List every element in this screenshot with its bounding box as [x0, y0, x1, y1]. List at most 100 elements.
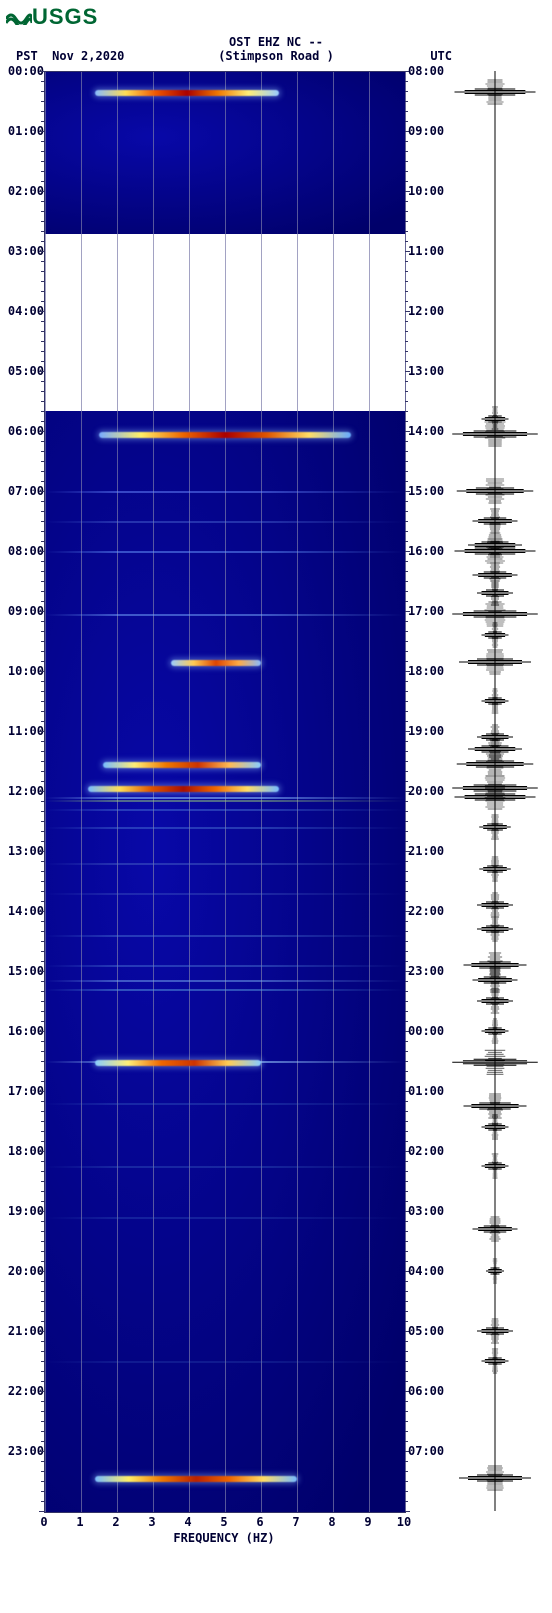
x-tick-label: 7 — [292, 1515, 299, 1529]
right-time-label: 15:00 — [408, 484, 452, 498]
left-time-label: 23:00 — [0, 1444, 44, 1458]
left-time-label: 00:00 — [0, 64, 44, 78]
left-time-label: 11:00 — [0, 724, 44, 738]
spectro-streak — [45, 809, 405, 811]
right-time-label: 20:00 — [408, 784, 452, 798]
header-right: UTC — [430, 49, 452, 63]
right-time-label: 05:00 — [408, 1324, 452, 1338]
left-time-label: 21:00 — [0, 1324, 44, 1338]
right-time-label: 06:00 — [408, 1384, 452, 1398]
left-time-label: 01:00 — [0, 124, 44, 138]
spectro-streak — [45, 1217, 405, 1219]
x-tick-label: 5 — [220, 1515, 227, 1529]
spectro-streak — [45, 893, 405, 895]
x-tick-label: 9 — [364, 1515, 371, 1529]
header-center: OST EHZ NC -- (Stimpson Road ) — [0, 35, 552, 63]
x-tick-label: 2 — [112, 1515, 119, 1529]
left-time-label: 07:00 — [0, 484, 44, 498]
left-time-label: 16:00 — [0, 1024, 44, 1038]
usgs-logo: USGS — [0, 0, 552, 31]
station-line1: OST EHZ NC -- — [229, 35, 323, 49]
right-time-label: 21:00 — [408, 844, 452, 858]
right-time-label: 23:00 — [408, 964, 452, 978]
spectro-event — [99, 432, 351, 438]
x-tick-label: 0 — [40, 1515, 47, 1529]
right-time-label: 02:00 — [408, 1144, 452, 1158]
right-time-label: 13:00 — [408, 364, 452, 378]
left-time-label: 08:00 — [0, 544, 44, 558]
spectro-bg-region — [45, 234, 405, 411]
right-time-label: 11:00 — [408, 244, 452, 258]
plot-header: PST Nov 2,2020 OST EHZ NC -- (Stimpson R… — [0, 31, 552, 71]
x-axis-title: FREQUENCY (HZ) — [44, 1531, 404, 1545]
x-tick-label: 1 — [76, 1515, 83, 1529]
left-time-label: 05:00 — [0, 364, 44, 378]
station-line2: (Stimpson Road ) — [218, 49, 334, 63]
left-time-label: 17:00 — [0, 1084, 44, 1098]
spectro-streak — [45, 863, 405, 865]
right-time-label: 10:00 — [408, 184, 452, 198]
spectro-event — [95, 1060, 261, 1066]
left-time-label: 10:00 — [0, 664, 44, 678]
right-ticks — [399, 71, 405, 1511]
spectro-streak — [45, 935, 405, 937]
right-time-label: 16:00 — [408, 544, 452, 558]
left-time-label: 12:00 — [0, 784, 44, 798]
left-time-label: 15:00 — [0, 964, 44, 978]
spectro-streak — [45, 980, 405, 982]
spectro-streak — [45, 989, 405, 991]
x-tick-label: 3 — [148, 1515, 155, 1529]
right-time-axis: 08:0009:0010:0011:0012:0013:0014:0015:00… — [408, 71, 452, 1511]
spectro-streak — [45, 491, 405, 493]
x-tick-label: 8 — [328, 1515, 335, 1529]
spectro-streak — [45, 1166, 405, 1168]
right-time-label: 03:00 — [408, 1204, 452, 1218]
left-time-label: 03:00 — [0, 244, 44, 258]
right-time-label: 18:00 — [408, 664, 452, 678]
right-time-label: 22:00 — [408, 904, 452, 918]
left-time-label: 22:00 — [0, 1384, 44, 1398]
spectro-bg-region — [45, 72, 405, 234]
spectro-event — [88, 786, 279, 792]
right-time-label: 01:00 — [408, 1084, 452, 1098]
right-time-label: 07:00 — [408, 1444, 452, 1458]
spectro-streak — [45, 797, 405, 799]
left-time-label: 09:00 — [0, 604, 44, 618]
right-time-label: 14:00 — [408, 424, 452, 438]
left-time-label: 04:00 — [0, 304, 44, 318]
right-time-label: 08:00 — [408, 64, 452, 78]
left-time-axis: 00:0001:0002:0003:0004:0005:0006:0007:00… — [0, 71, 44, 1511]
x-tick-label: 10 — [397, 1515, 411, 1529]
left-time-label: 19:00 — [0, 1204, 44, 1218]
spectro-streak — [45, 551, 405, 553]
left-time-label: 02:00 — [0, 184, 44, 198]
right-time-label: 09:00 — [408, 124, 452, 138]
left-time-label: 13:00 — [0, 844, 44, 858]
x-tick-label: 4 — [184, 1515, 191, 1529]
left-time-label: 20:00 — [0, 1264, 44, 1278]
wave-icon — [6, 5, 32, 31]
spectro-streak — [45, 521, 405, 523]
spectro-bg-region — [45, 411, 405, 1512]
right-time-label: 17:00 — [408, 604, 452, 618]
right-time-label: 19:00 — [408, 724, 452, 738]
right-time-label: 00:00 — [408, 1024, 452, 1038]
logo-text: USGS — [32, 4, 98, 29]
spectro-streak — [45, 1361, 405, 1363]
waveform-panel — [450, 71, 540, 1511]
plot-area: 00:00 01:00 02:00 03:00 04:00 05:00 06:00 07:00… — [0, 71, 552, 1591]
spectro-streak — [45, 827, 405, 829]
spectro-streak — [45, 614, 405, 616]
spectro-event — [95, 90, 279, 96]
right-time-label: 12:00 — [408, 304, 452, 318]
spectro-streak — [45, 965, 405, 967]
spectro-streak — [45, 1103, 405, 1105]
right-time-label: 04:00 — [408, 1264, 452, 1278]
left-time-label: 18:00 — [0, 1144, 44, 1158]
spectro-event — [171, 660, 261, 666]
left-time-label: 14:00 — [0, 904, 44, 918]
spectrogram — [44, 71, 406, 1513]
x-tick-label: 6 — [256, 1515, 263, 1529]
spectro-streak — [45, 800, 405, 802]
left-time-label: 06:00 — [0, 424, 44, 438]
